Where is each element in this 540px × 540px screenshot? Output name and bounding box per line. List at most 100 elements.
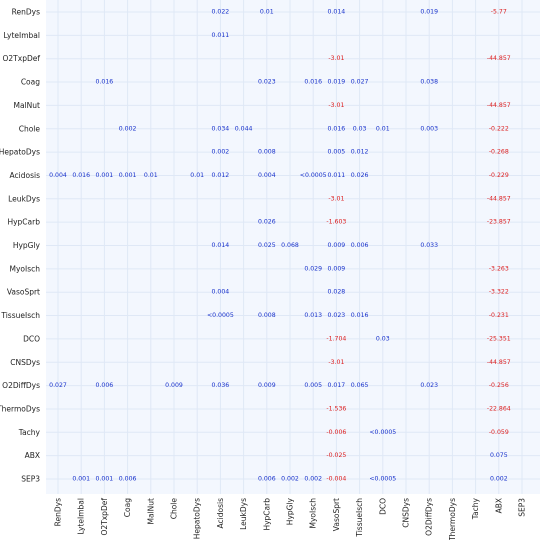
column-label-coag: Coag xyxy=(123,498,132,517)
cell-o2diffdys-vasosprt: 0.017 xyxy=(328,382,346,389)
cell-o2diffdys-myoisch: 0.005 xyxy=(304,382,322,389)
cell-hypgly-hypgly: 0.068 xyxy=(281,242,299,249)
cell-sep3-vasosprt: -0.004 xyxy=(326,476,346,483)
row-label-hypcarb: HypCarb xyxy=(7,218,40,227)
cell-malnut-abx: -44.857 xyxy=(487,102,511,109)
cell-sep3-hypcarb: 0.006 xyxy=(258,476,276,483)
column-label-hypgly: HypGly xyxy=(286,497,295,525)
cell-rendys-vasosprt: 0.014 xyxy=(328,9,346,16)
cell-o2diffdys-hypcarb: 0.009 xyxy=(258,382,276,389)
cell-o2txpdef-abx: -44.857 xyxy=(487,55,511,62)
cell-chole-coag: 0.002 xyxy=(119,125,137,132)
cell-o2txpdef-vasosprt: -3.01 xyxy=(328,55,344,62)
cell-sep3-lyteimbal: 0.001 xyxy=(72,476,90,483)
cell-acidosis-vasosprt: 0.011 xyxy=(328,172,346,179)
cell-vasosprt-vasosprt: 0.028 xyxy=(328,289,346,296)
column-label-lyteimbal: LyteImbal xyxy=(77,498,86,534)
column-label-hepatodys: HepatoDys xyxy=(193,498,202,539)
cell-o2diffdys-o2txpdef: 0.006 xyxy=(96,382,114,389)
cell-coag-o2txpdef: 0.016 xyxy=(96,79,114,86)
column-label-leukdys: LeukDys xyxy=(239,498,248,530)
cell-hepatodys-tissueisch: 0.012 xyxy=(351,149,369,156)
cell-sep3-abx: 0.002 xyxy=(490,476,508,483)
cell-hypgly-o2diffdys: 0.033 xyxy=(420,242,438,249)
cell-sep3-o2txpdef: 0.001 xyxy=(96,476,114,483)
cell-vasosprt-abx: -3.322 xyxy=(489,289,509,296)
row-label-abx: ABX xyxy=(25,451,40,460)
cell-coag-myoisch: 0.016 xyxy=(304,79,322,86)
cell-chole-abx: -0.222 xyxy=(489,125,509,132)
cell-chole-o2diffdys: 0.003 xyxy=(420,125,438,132)
cell-values: 0.022 0.01 0.014 0.019 -5.77 0.011 -3.01 -44.85… xyxy=(49,9,511,483)
row-label-myoisch: MyoIsch xyxy=(10,264,41,273)
cell-coag-vasosprt: 0.019 xyxy=(328,79,346,86)
row-label-coag: Coag xyxy=(21,78,40,87)
column-label-tissueisch: TissueIsch xyxy=(355,498,364,538)
cell-acidosis-tissueisch: 0.026 xyxy=(351,172,369,179)
cell-abx-abx: 0.075 xyxy=(490,452,508,459)
cell-leukdys-abx: -44.857 xyxy=(487,195,511,202)
cell-tissueisch-hypcarb: 0.008 xyxy=(258,312,276,319)
cell-sep3-myoisch: 0.002 xyxy=(304,476,322,483)
row-label-tachy: Tachy xyxy=(18,428,41,437)
cell-thermodys-vasosprt: -1.536 xyxy=(326,405,346,412)
cell-dco-vasosprt: -1.704 xyxy=(326,335,346,342)
cell-rendys-abx: -5.77 xyxy=(491,9,507,16)
column-label-acidosis: Acidosis xyxy=(216,498,225,529)
column-label-myoisch: MyoIsch xyxy=(309,498,318,529)
grid-lines xyxy=(46,0,540,494)
column-label-dco: DCO xyxy=(378,498,387,515)
column-label-o2txpdef: O2TxpDef xyxy=(100,498,109,536)
cell-sep3-hypgly: 0.002 xyxy=(281,476,299,483)
row-label-o2txpdef: O2TxpDef xyxy=(3,54,41,63)
row-label-malnut: MalNut xyxy=(14,101,41,110)
cell-abx-vasosprt: -0.025 xyxy=(326,452,346,459)
cell-chole-dco: 0.01 xyxy=(376,125,390,132)
column-label-abx: ABX xyxy=(494,498,503,513)
column-label-malnut: MalNut xyxy=(146,498,155,525)
cell-tissueisch-abx: -0.231 xyxy=(489,312,509,319)
cell-sep3-dco: <0.0005 xyxy=(369,476,396,483)
cell-hepatodys-acidosis: 0.002 xyxy=(212,149,230,156)
cell-o2diffdys-acidosis: 0.036 xyxy=(212,382,230,389)
cell-tissueisch-vasosprt: 0.023 xyxy=(328,312,346,319)
cell-chole-acidosis: 0.034 xyxy=(212,125,230,132)
column-label-chole: Chole xyxy=(170,498,179,520)
row-label-rendys: RenDys xyxy=(12,8,40,17)
cell-hypgly-vasosprt: 0.009 xyxy=(328,242,346,249)
cell-hypgly-acidosis: 0.014 xyxy=(212,242,230,249)
column-label-cnsdys: CNSDys xyxy=(402,498,411,528)
cell-chole-leukdys: 0.044 xyxy=(235,125,253,132)
cell-cnsdys-vasosprt: -3.01 xyxy=(328,359,344,366)
cell-rendys-acidosis: 0.022 xyxy=(212,9,230,16)
row-label-vasosprt: VasoSprt xyxy=(7,288,40,297)
cell-myoisch-abx: -3.263 xyxy=(489,265,509,272)
cell-o2diffdys-chole: 0.009 xyxy=(165,382,183,389)
cell-acidosis-lyteimbal: 0.016 xyxy=(72,172,90,179)
column-label-rendys: RenDys xyxy=(54,498,63,526)
cell-acidosis-o2txpdef: 0.001 xyxy=(96,172,114,179)
cell-myoisch-vasosprt: 0.009 xyxy=(328,265,346,272)
row-label-tissueisch: TissueIsch xyxy=(0,311,40,320)
cell-o2diffdys-o2diffdys: 0.023 xyxy=(420,382,438,389)
column-label-vasosprt: VasoSprt xyxy=(332,498,341,531)
column-labels: RenDys LyteImbal O2TxpDef Coag MalNut Chole He… xyxy=(54,497,527,540)
cell-acidosis-abx: -0.229 xyxy=(489,172,509,179)
cell-chole-tissueisch: 0.03 xyxy=(353,125,367,132)
cell-o2diffdys-abx: -0.256 xyxy=(489,382,509,389)
cell-tachy-vasosprt: -0.006 xyxy=(326,429,346,436)
column-label-o2diffdys: O2DiffDys xyxy=(425,498,434,536)
row-label-dco: DCO xyxy=(23,334,40,343)
cell-cnsdys-abx: -44.857 xyxy=(487,359,511,366)
cell-leukdys-vasosprt: -3.01 xyxy=(328,195,344,202)
cell-acidosis-malnut: 0.01 xyxy=(144,172,158,179)
cell-sep3-coag: 0.006 xyxy=(119,476,137,483)
cell-hepatodys-vasosprt: 0.005 xyxy=(328,149,346,156)
column-label-hypcarb: HypCarb xyxy=(262,498,271,531)
cell-tachy-dco: <0.0005 xyxy=(369,429,396,436)
row-label-leukdys: LeukDys xyxy=(8,194,40,203)
column-label-tachy: Tachy xyxy=(471,497,480,520)
cell-acidosis-hypcarb: 0.004 xyxy=(258,172,276,179)
row-label-acidosis: Acidosis xyxy=(10,171,41,180)
